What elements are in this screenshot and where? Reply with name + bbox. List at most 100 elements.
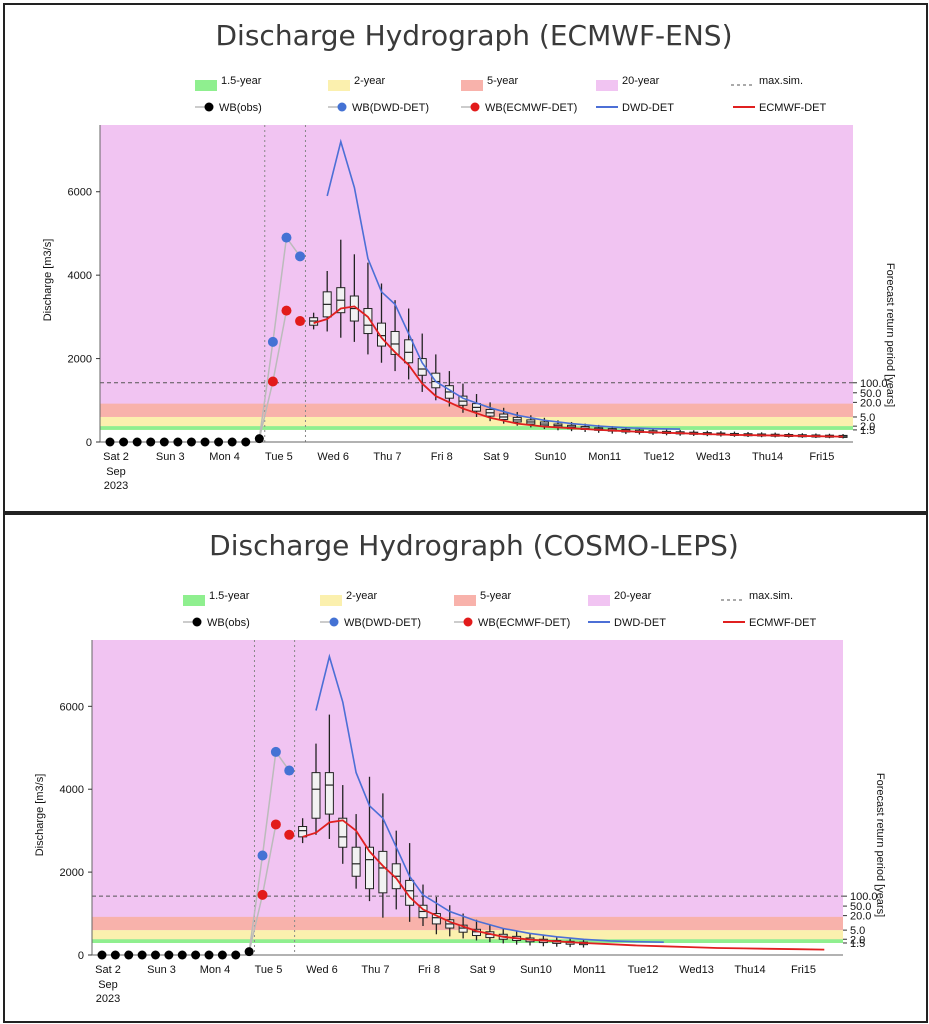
wb-obs-point xyxy=(164,950,174,960)
box-iqr xyxy=(377,322,386,347)
box-iqr xyxy=(338,817,348,848)
rp-tick-label: 20.0 xyxy=(860,397,881,409)
legend-swatch xyxy=(596,80,618,91)
x-tick-label: Tue 5 xyxy=(265,451,293,463)
wb-dwd-connector xyxy=(248,749,290,952)
wb-obs-point xyxy=(124,950,134,960)
y-axis-label: Discharge [m3/s] xyxy=(34,774,46,857)
hydrograph-panel-ecmwf-ens: Discharge Hydrograph (ECMWF-ENS) 1.5-yea… xyxy=(3,3,928,513)
legend-item: WB(DWD-DET) xyxy=(320,617,421,629)
rp-tick-label: 100.0 xyxy=(860,378,888,390)
wb-obs-point xyxy=(137,950,147,960)
x-tick-label: Fri15 xyxy=(809,451,834,463)
x-tick-label: Fri 8 xyxy=(431,451,453,463)
x-tick-sublabel: Sep xyxy=(98,979,118,991)
wb-obs-point xyxy=(119,437,129,447)
x-tick-label: Tue12 xyxy=(628,964,659,976)
rp-tick-label: 1.5 xyxy=(860,425,875,437)
legend-item: max.sim. xyxy=(721,590,793,602)
x-tick-label: Fri15 xyxy=(791,964,816,976)
rp-tick-label: 20.0 xyxy=(850,911,871,923)
x-tick-label: Wed 6 xyxy=(306,964,338,976)
band-2-year xyxy=(100,416,853,427)
wb-ecmwf-point xyxy=(281,305,292,316)
legend: 1.5-year 2-year 5-year 20-year max.sim. WB(ob… xyxy=(195,75,826,114)
x-tick-label: Mon 4 xyxy=(200,964,231,976)
band-1.5-year xyxy=(92,939,843,943)
legend-label: ECMWF-DET xyxy=(759,102,826,114)
x-tick-label: Thu14 xyxy=(734,964,765,976)
hydrograph-panel-cosmo-leps: Discharge Hydrograph (COSMO-LEPS) 1.5-ye… xyxy=(3,513,928,1023)
wb-obs-point xyxy=(177,950,187,960)
chart-title: Discharge Hydrograph (COSMO-LEPS) xyxy=(209,529,739,562)
box-iqr xyxy=(351,846,361,877)
legend-item: 5-year xyxy=(461,75,519,91)
legend-label: 2-year xyxy=(346,590,378,602)
legend-item: ECMWF-DET xyxy=(723,617,816,629)
legend-label: max.sim. xyxy=(749,590,793,602)
x-tick-label: Sun 3 xyxy=(147,964,176,976)
wb-obs-point xyxy=(97,950,107,960)
legend-label: ECMWF-DET xyxy=(749,617,816,629)
y-axis-label: Discharge [m3/s] xyxy=(42,239,54,322)
wb-ecmwf-point xyxy=(257,889,268,900)
wb-obs-point xyxy=(244,947,254,957)
wb-dwd-point xyxy=(284,765,295,776)
band-5-year xyxy=(92,916,843,931)
y-tick-label: 6000 xyxy=(68,187,92,199)
legend-item: WB(obs) xyxy=(183,617,250,629)
wb-obs-point xyxy=(159,437,169,447)
wb-obs-point xyxy=(214,437,224,447)
y-tick-label: 4000 xyxy=(60,784,84,796)
x-tick-label: Wed13 xyxy=(696,451,731,463)
x-tick-label: Sat 2 xyxy=(103,451,129,463)
y-axis-label-right: Forecast return period [years] xyxy=(884,263,896,407)
legend-item: 1.5-year xyxy=(183,590,250,606)
legend-swatch xyxy=(192,617,202,627)
legend-swatch xyxy=(463,617,473,627)
wb-ecmwf-point xyxy=(270,819,281,830)
legend-label: 1.5-year xyxy=(221,75,262,87)
wb-dwd-point xyxy=(281,232,292,243)
ensemble-box xyxy=(336,239,346,338)
wb-obs-point xyxy=(227,437,237,447)
legend-label: 2-year xyxy=(354,75,386,87)
ensemble-box xyxy=(365,776,374,902)
wb-obs-point xyxy=(186,437,196,447)
box-iqr xyxy=(404,339,414,364)
legend-item: 5-year xyxy=(454,590,512,606)
legend-swatch xyxy=(204,102,214,112)
x-tick-label: Mon 4 xyxy=(209,451,240,463)
wb-obs-point xyxy=(217,950,227,960)
y-axis-label-right: Forecast return period [years] xyxy=(874,773,886,917)
x-tick-label: Sun 3 xyxy=(156,451,185,463)
legend-swatch xyxy=(588,595,610,606)
rp-tick-label: 1.5 xyxy=(850,938,865,950)
hydrograph-chart: Discharge Hydrograph (COSMO-LEPS) 1.5-ye… xyxy=(34,529,886,1005)
box-iqr xyxy=(390,330,400,355)
band-2-year xyxy=(92,930,843,940)
legend-label: 20-year xyxy=(614,590,652,602)
box-iqr xyxy=(365,846,374,890)
ensemble-box xyxy=(324,714,334,839)
legend-swatch xyxy=(328,80,350,91)
y-tick-label: 4000 xyxy=(68,270,92,282)
band-1.5-year xyxy=(100,426,853,430)
legend-label: WB(obs) xyxy=(219,102,262,114)
rp-tick-label: 50.0 xyxy=(860,388,881,400)
x-tick-label: Thu 7 xyxy=(373,451,401,463)
box-iqr xyxy=(363,308,373,335)
y-tick-label: 2000 xyxy=(68,354,92,366)
wb-obs-point xyxy=(132,437,142,447)
legend-item: WB(ECMWF-DET) xyxy=(461,102,577,114)
legend-swatch xyxy=(337,102,347,112)
x-tick-label: Sat 2 xyxy=(95,964,121,976)
legend-label: WB(ECMWF-DET) xyxy=(478,617,570,629)
rp-tick-label: 50.0 xyxy=(850,901,871,913)
x-tick-label: Fri 8 xyxy=(418,964,440,976)
legend-swatch xyxy=(183,595,205,606)
box-iqr xyxy=(417,358,427,376)
x-tick-label: Sat 9 xyxy=(470,964,496,976)
ecmwf-det-line xyxy=(313,305,844,438)
dwd-det-line xyxy=(315,653,664,943)
